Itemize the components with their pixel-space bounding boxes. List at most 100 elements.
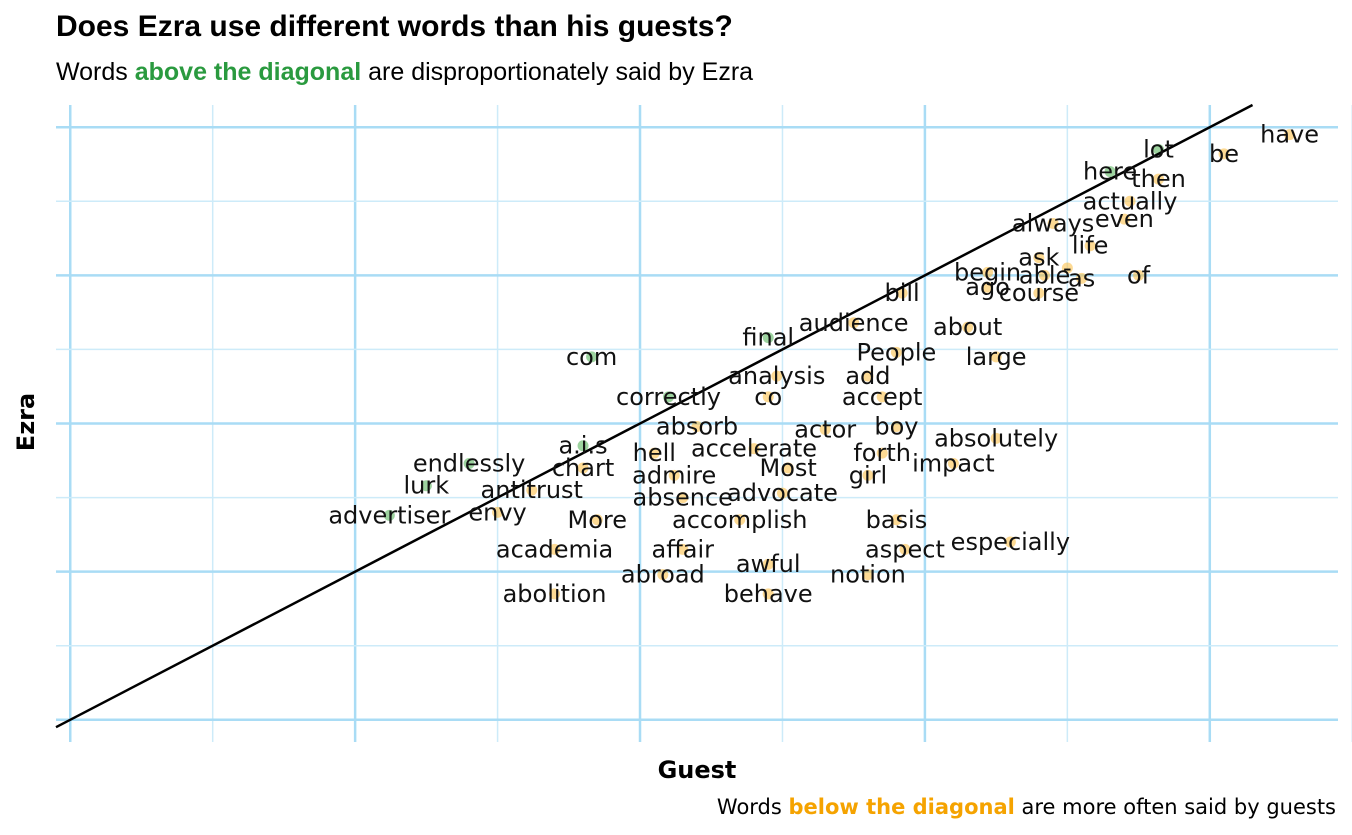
- word-label: ask: [1018, 244, 1059, 272]
- data-point: [1076, 272, 1088, 284]
- data-point: [549, 543, 561, 555]
- word-label: actor: [794, 415, 856, 443]
- data-point: [876, 447, 888, 459]
- chart-title: Does Ezra use different words than his g…: [56, 10, 733, 43]
- data-point: [549, 588, 561, 600]
- word-label: behave: [724, 580, 813, 608]
- subtitle-suffix: are disproportionately said by Ezra: [361, 58, 754, 86]
- y-axis-title: Ezra: [12, 393, 40, 451]
- word-label: correctly: [616, 383, 721, 411]
- data-point: [1104, 166, 1116, 178]
- word-label: here: [1083, 158, 1137, 186]
- word-label: hell: [633, 439, 676, 467]
- word-label: able: [1019, 261, 1070, 289]
- data-point: [982, 281, 994, 293]
- word-label: -: [1063, 254, 1072, 282]
- word-label: final: [742, 324, 794, 352]
- data-point: [748, 443, 760, 455]
- subtitle-highlight: above the diagonal: [134, 58, 362, 86]
- data-point: [1284, 129, 1296, 141]
- data-point: [734, 514, 746, 526]
- word-label: be: [1209, 140, 1239, 168]
- data-point: [762, 391, 774, 403]
- data-point: [947, 457, 959, 469]
- data-point: [990, 351, 1002, 363]
- data-point: [586, 351, 598, 363]
- data-point: [1033, 287, 1045, 299]
- data-point: [762, 558, 774, 570]
- data-point: [577, 440, 589, 452]
- word-label: especially: [951, 528, 1070, 556]
- data-point: [896, 287, 908, 299]
- word-label: absence: [633, 484, 733, 512]
- data-point: [890, 346, 902, 358]
- data-point: [762, 332, 774, 344]
- word-label: abroad: [621, 561, 705, 589]
- word-label: endlessly: [413, 449, 526, 477]
- word-label: large: [966, 343, 1027, 371]
- word-label: advertiser: [328, 501, 450, 529]
- word-label: girl: [849, 461, 887, 489]
- data-point: [668, 469, 680, 481]
- word-label: forth: [853, 439, 911, 467]
- data-point: [962, 321, 974, 333]
- data-point: [492, 506, 504, 518]
- data-point: [1004, 536, 1016, 548]
- word-label: bill: [884, 279, 919, 307]
- word-label: of: [1127, 261, 1151, 289]
- x-axis-title: Guest: [658, 756, 737, 784]
- data-point: [657, 569, 669, 581]
- data-point: [1084, 240, 1096, 252]
- data-point: [577, 462, 589, 474]
- word-label: have: [1260, 121, 1319, 149]
- data-point: [776, 487, 788, 499]
- word-label: absorb: [656, 412, 738, 440]
- data-point: [890, 420, 902, 432]
- word-label: lot: [1143, 135, 1174, 163]
- data-point: [1133, 269, 1145, 281]
- word-label: More: [568, 506, 628, 534]
- word-label: analysis: [728, 362, 825, 390]
- word-label: impact: [912, 449, 995, 477]
- data-point: [677, 492, 689, 504]
- data-point: [782, 462, 794, 474]
- word-label: com: [566, 343, 617, 371]
- data-point: [1218, 148, 1230, 160]
- data-point: [862, 569, 874, 581]
- word-label: academia: [496, 535, 613, 563]
- word-label: add: [845, 362, 890, 390]
- data-point: [1118, 213, 1130, 225]
- data-point: [1039, 269, 1051, 281]
- diagonal-line: [55, 103, 1254, 729]
- data-point: [1153, 173, 1165, 185]
- data-point: [848, 317, 860, 329]
- grid: [56, 105, 1352, 742]
- word-label: accelerate: [691, 435, 817, 463]
- word-label: awful: [736, 550, 801, 578]
- data-point: [899, 543, 911, 555]
- word-label: aspect: [865, 535, 945, 563]
- subtitle-prefix: Words: [56, 58, 135, 86]
- word-label: boy: [874, 412, 918, 440]
- data-point: [691, 420, 703, 432]
- data-point: [677, 543, 689, 555]
- word-label: antitrust: [481, 476, 583, 504]
- word-label: advocate: [727, 479, 838, 507]
- word-label: always: [1012, 210, 1094, 238]
- word-label: chart: [552, 454, 614, 482]
- word-label: co: [754, 383, 782, 411]
- data-point: [663, 391, 675, 403]
- data-point: [1061, 262, 1073, 274]
- data-point: [862, 469, 874, 481]
- data-point: [383, 509, 395, 521]
- data-point: [1033, 252, 1045, 264]
- word-label: admire: [632, 461, 716, 489]
- word-label: ago: [965, 273, 1010, 301]
- word-label: course: [999, 279, 1079, 307]
- data-point: [982, 266, 994, 278]
- points-layer: [383, 129, 1296, 600]
- word-label: absolutely: [934, 424, 1058, 452]
- data-point: [819, 423, 831, 435]
- word-label: audience: [799, 309, 909, 337]
